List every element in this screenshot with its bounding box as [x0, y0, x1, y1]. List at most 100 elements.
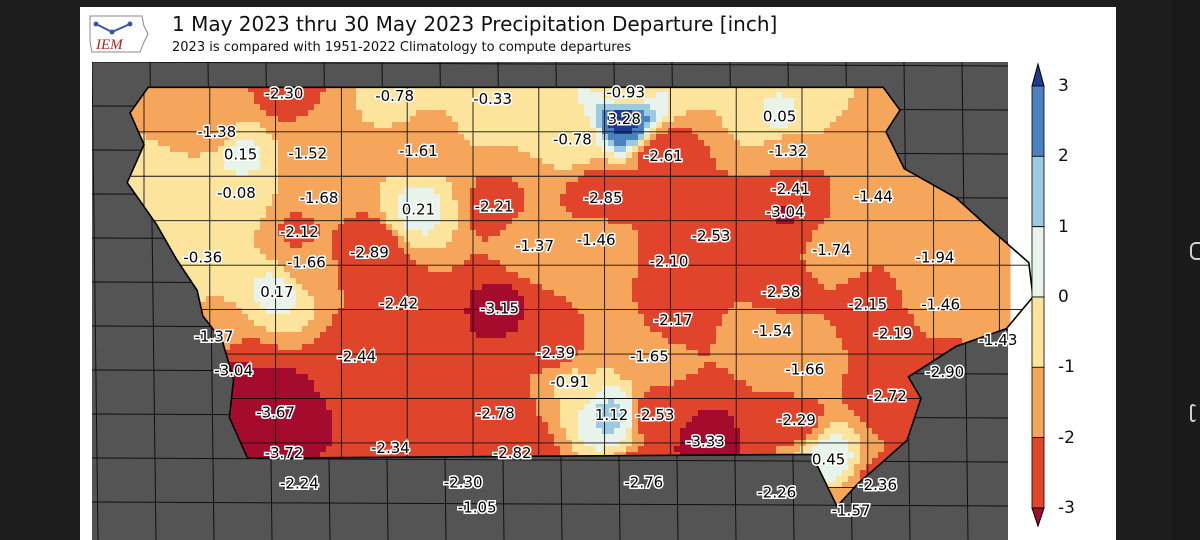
field-cell: [356, 248, 363, 255]
field-cell: [506, 128, 513, 135]
field-cell: [356, 194, 363, 201]
field-cell: [230, 236, 237, 243]
field-cell: [506, 212, 513, 219]
field-cell: [488, 188, 495, 195]
field-cell: [374, 170, 381, 177]
field-cell: [236, 164, 243, 171]
field-cell: [476, 170, 483, 177]
field-cell: [518, 164, 525, 171]
field-cell: [170, 134, 177, 141]
field-cell: [656, 224, 663, 231]
field-cell: [530, 206, 537, 213]
field-cell: [290, 230, 297, 237]
field-cell: [266, 224, 273, 231]
field-cell: [632, 98, 639, 105]
field-cell: [962, 206, 969, 213]
field-cell: [278, 200, 285, 207]
field-cell: [248, 176, 255, 183]
field-cell: [686, 236, 693, 243]
field-cell: [266, 242, 273, 249]
field-cell: [530, 128, 537, 135]
field-cell: [464, 182, 471, 189]
field-cell: [296, 164, 303, 171]
field-cell: [788, 206, 795, 213]
field-cell: [422, 170, 429, 177]
field-cell: [806, 104, 813, 111]
field-cell: [176, 98, 183, 105]
field-cell: [788, 146, 795, 153]
field-cell: [602, 164, 609, 171]
field-cell: [782, 212, 789, 219]
field-cell: [200, 92, 207, 99]
field-cell: [626, 212, 633, 219]
field-cell: [590, 230, 597, 237]
field-cell: [578, 152, 585, 159]
field-cell: [482, 254, 489, 261]
field-cell: [146, 122, 153, 129]
field-cell: [194, 116, 201, 123]
field-cell: [662, 140, 669, 147]
field-cell: [428, 158, 435, 165]
field-cell: [518, 254, 525, 261]
field-cell: [446, 152, 453, 159]
field-cell: [812, 152, 819, 159]
field-cell: [194, 87, 201, 93]
field-cell: [452, 164, 459, 171]
field-cell: [488, 87, 495, 93]
field-cell: [254, 206, 261, 213]
field-cell: [374, 224, 381, 231]
field-cell: [152, 92, 159, 99]
field-cell: [566, 242, 573, 249]
field-cell: [152, 164, 159, 171]
field-cell: [566, 200, 573, 207]
field-cell: [446, 134, 453, 141]
field-cell: [722, 122, 729, 129]
field-cell: [212, 104, 219, 111]
field-cell: [614, 206, 621, 213]
field-cell: [290, 164, 297, 171]
field-cell: [746, 158, 753, 165]
field-cell: [320, 98, 327, 105]
field-cell: [824, 104, 831, 111]
field-cell: [320, 152, 327, 159]
field-cell: [872, 212, 879, 219]
field-cell: [728, 200, 735, 207]
field-cell: [530, 140, 537, 147]
field-cell: [860, 182, 867, 189]
field-cell: [686, 188, 693, 195]
field-cell: [374, 164, 381, 171]
field-cell: [356, 128, 363, 135]
field-cell: [530, 194, 537, 201]
field-cell: [572, 116, 579, 123]
field-cell: [350, 254, 357, 261]
field-cell: [842, 242, 849, 249]
field-cell: [590, 140, 597, 147]
field-cell: [188, 128, 195, 135]
field-cell: [356, 134, 363, 141]
field-cell: [416, 116, 423, 123]
field-cell: [182, 218, 189, 225]
field-cell: [278, 134, 285, 141]
field-cell: [452, 182, 459, 189]
field-cell: [722, 212, 729, 219]
field-cell: [266, 164, 273, 171]
field-cell: [218, 230, 225, 237]
field-cell: [230, 140, 237, 147]
field-cell: [284, 176, 291, 183]
field-cell: [326, 128, 333, 135]
field-cell: [596, 98, 603, 105]
field-cell: [236, 116, 243, 123]
field-cell: [554, 206, 561, 213]
field-cell: [572, 146, 579, 153]
field-cell: [614, 134, 621, 141]
field-cell: [314, 110, 321, 117]
field-cell: [692, 134, 699, 141]
field-cell: [296, 200, 303, 207]
field-cell: [254, 158, 261, 165]
field-cell: [224, 152, 231, 159]
field-cell: [842, 146, 849, 153]
field-cell: [728, 104, 735, 111]
field-cell: [488, 116, 495, 123]
field-cell: [818, 212, 825, 219]
field-cell: [392, 224, 399, 231]
